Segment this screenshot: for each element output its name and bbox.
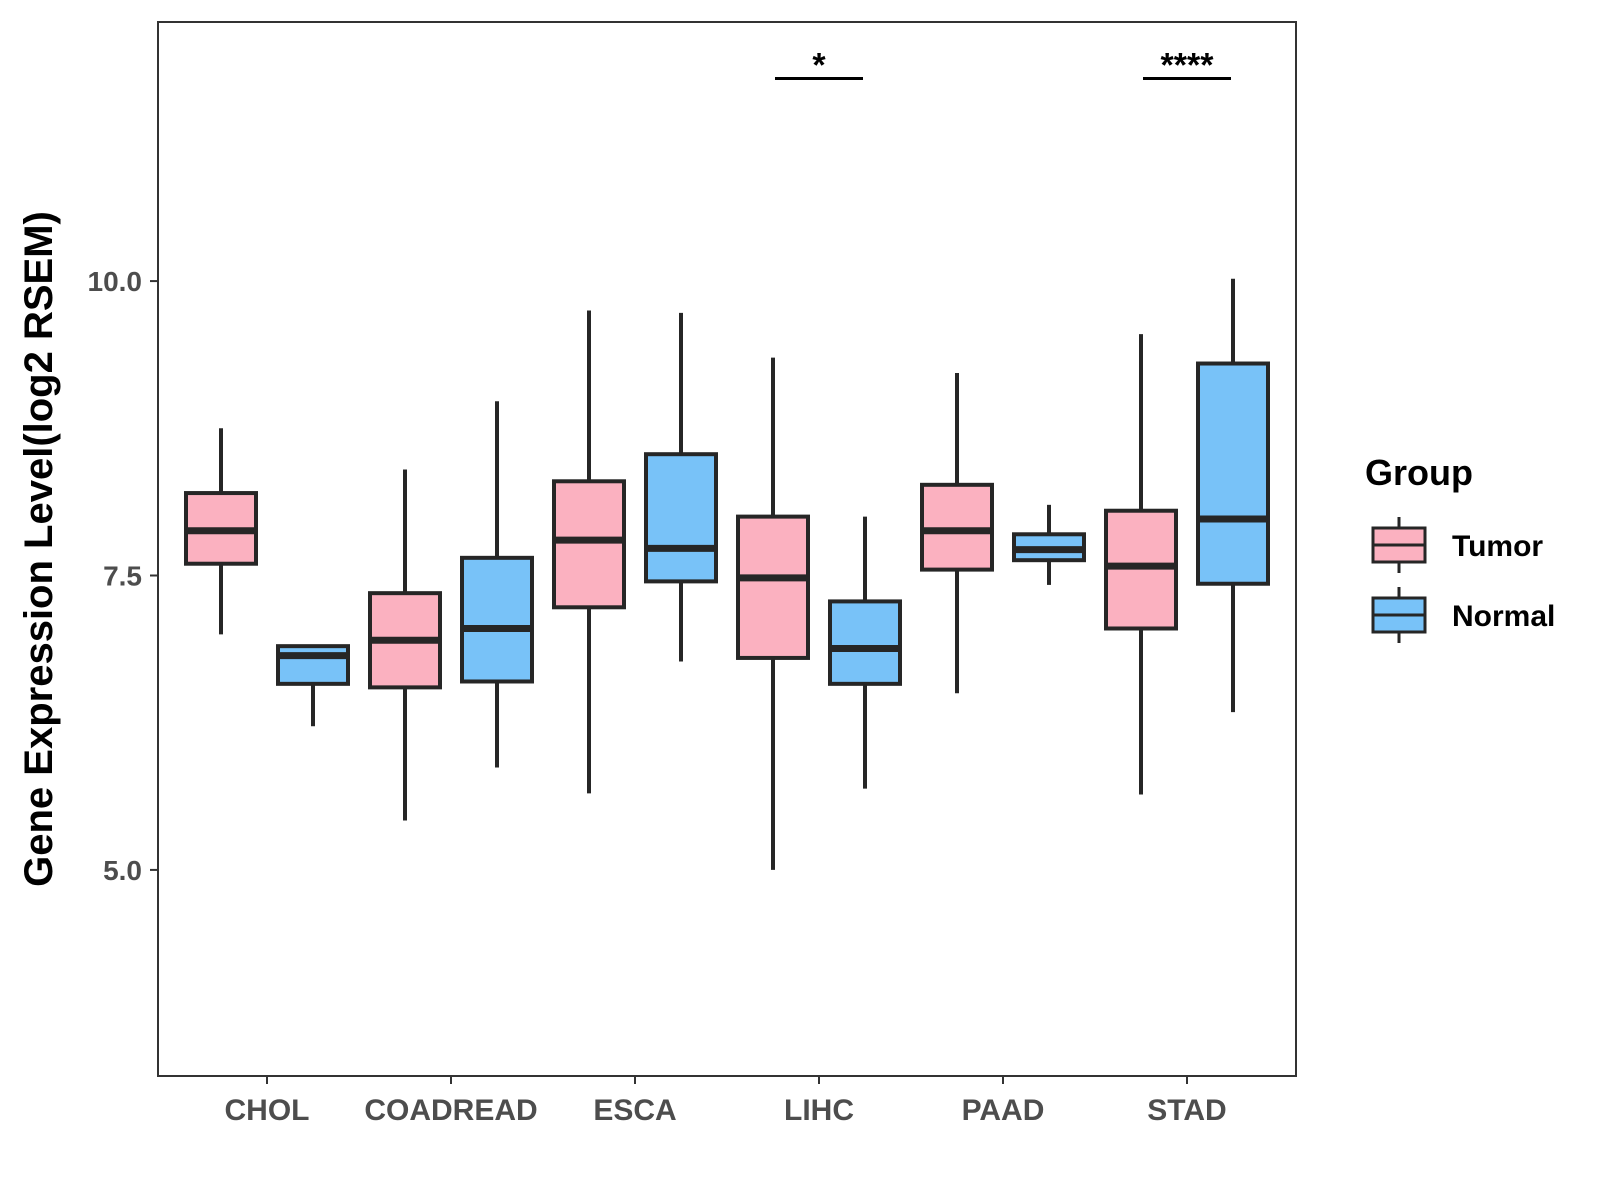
legend-title: Group — [1365, 452, 1473, 493]
x-tick-label: ESCA — [593, 1094, 676, 1127]
box-normal-esca — [644, 312, 718, 662]
x-tick-label: COADREAD — [364, 1094, 537, 1127]
y-tick-label: 5.0 — [103, 855, 142, 886]
box-body — [276, 644, 350, 686]
box-body — [736, 514, 810, 660]
legend-label: Tumor — [1452, 530, 1543, 563]
significance-annotations: * **** — [775, 47, 1231, 85]
x-tick-label: PAAD — [962, 1094, 1045, 1127]
box-tumor-stad — [1104, 334, 1178, 795]
box-series-group — [184, 278, 1270, 870]
box-tumor-coadread — [368, 469, 442, 821]
box-normal-chol — [276, 644, 350, 727]
box-body — [828, 599, 902, 686]
x-tick-label: STAD — [1147, 1094, 1226, 1127]
box-normal-stad — [1196, 278, 1270, 713]
box-body — [1196, 361, 1270, 586]
box-body — [644, 452, 718, 584]
legend-item-normal: Normal — [1371, 587, 1555, 643]
x-axis: CHOL COADREAD ESCA LIHC PAAD STAD — [225, 1076, 1227, 1127]
significance-label: **** — [1161, 47, 1215, 85]
box-tumor-lihc — [736, 357, 810, 870]
y-tick-label: 10.0 — [88, 266, 143, 297]
box-body — [920, 482, 994, 572]
box-body — [552, 479, 626, 610]
box-body — [1104, 508, 1178, 631]
box-tumor-chol — [184, 428, 258, 635]
x-tick-label: CHOL — [225, 1094, 310, 1127]
box-tumor-esca — [552, 310, 626, 794]
x-tick-label: LIHC — [784, 1094, 854, 1127]
y-tick-label: 7.5 — [103, 560, 142, 591]
legend-item-tumor: Tumor — [1371, 517, 1543, 573]
box-tumor-paad — [920, 372, 994, 694]
box-normal-lihc — [828, 516, 902, 789]
y-axis: 5.0 7.5 10.0 — [88, 266, 158, 886]
legend-label: Normal — [1452, 600, 1555, 633]
box-normal-paad — [1012, 504, 1086, 585]
legend: Group Tumor Normal — [1365, 452, 1555, 643]
box-body — [460, 555, 534, 684]
y-axis-label: Gene Expression Level(log2 RSEM) — [17, 211, 61, 887]
box-normal-coadread — [460, 401, 534, 768]
significance-label: * — [812, 47, 826, 85]
